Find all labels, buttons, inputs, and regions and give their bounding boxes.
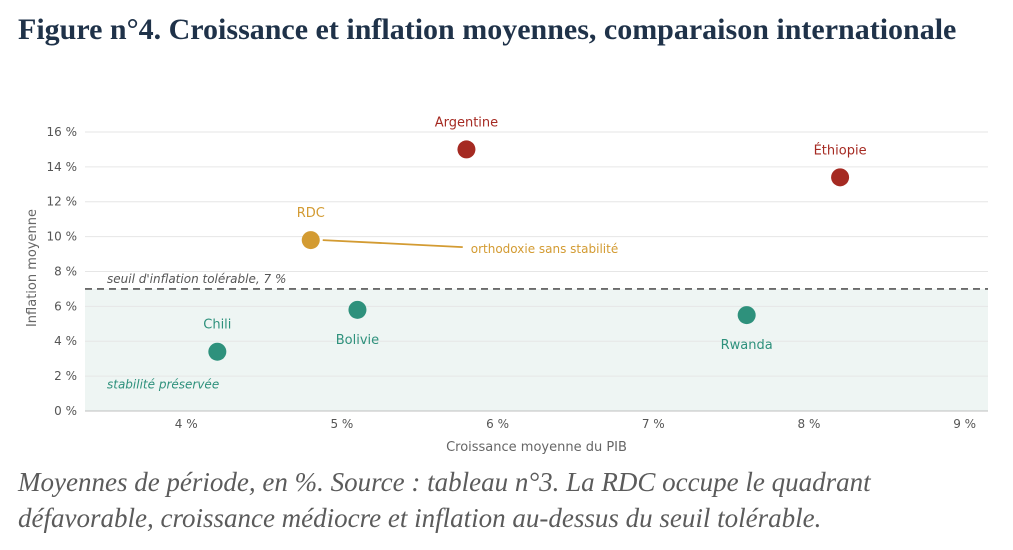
y-tick-label: 10 %	[47, 230, 78, 244]
y-axis-ticks: 0 % 2 % 4 % 6 % 8 % 10 % 12 % 14 % 16 %	[47, 125, 78, 418]
data-points: Chili Bolivie Rwanda RDC Argentine Éthiopie	[203, 115, 867, 361]
point-ethiopie	[831, 168, 850, 187]
point-label-ethiopie: Éthiopie	[814, 142, 867, 158]
x-tick-label: 8 %	[798, 417, 821, 431]
point-rwanda	[737, 306, 756, 325]
y-tick-label: 4 %	[54, 334, 77, 348]
y-tick-label: 12 %	[47, 195, 78, 209]
x-tick-label: 7 %	[642, 417, 665, 431]
y-tick-label: 8 %	[54, 264, 77, 278]
grid-lines	[85, 131, 988, 412]
point-label-bolivie: Bolivie	[336, 333, 379, 348]
figure-title: Figure n°4. Croissance et inflation moye…	[18, 13, 957, 46]
y-tick-label: 0 %	[54, 404, 77, 418]
annotation-connector	[322, 239, 463, 248]
point-label-argentine: Argentine	[435, 115, 498, 130]
y-axis-label: Inflation moyenne	[25, 209, 40, 327]
point-chili	[208, 342, 227, 361]
point-label-chili: Chili	[203, 318, 231, 333]
y-tick-label: 6 %	[54, 299, 77, 313]
annotation-label: orthodoxie sans stabilité	[471, 242, 618, 256]
x-axis-label: Croissance moyenne du PIB	[446, 440, 627, 455]
x-axis-ticks: 4 % 5 % 6 % 7 % 8 % 9 %	[175, 417, 976, 431]
point-bolivie	[348, 300, 367, 319]
y-tick-label: 16 %	[47, 125, 78, 139]
x-tick-label: 9 %	[953, 417, 976, 431]
stable-zone-label: stabilité préservée	[107, 377, 219, 391]
point-argentine	[457, 140, 476, 159]
y-tick-label: 14 %	[47, 160, 78, 174]
stable-zone	[85, 288, 988, 411]
point-label-rwanda: Rwanda	[721, 338, 773, 353]
x-tick-label: 5 %	[330, 417, 353, 431]
y-tick-label: 2 %	[54, 369, 77, 383]
x-tick-label: 4 %	[175, 417, 198, 431]
threshold-label: seuil d'inflation tolérable, 7 %	[107, 272, 286, 286]
figure-caption: Moyennes de période, en %. Source : tabl…	[18, 467, 871, 533]
x-tick-label: 6 %	[486, 417, 509, 431]
point-rdc	[301, 231, 320, 250]
point-label-rdc: RDC	[297, 206, 325, 221]
